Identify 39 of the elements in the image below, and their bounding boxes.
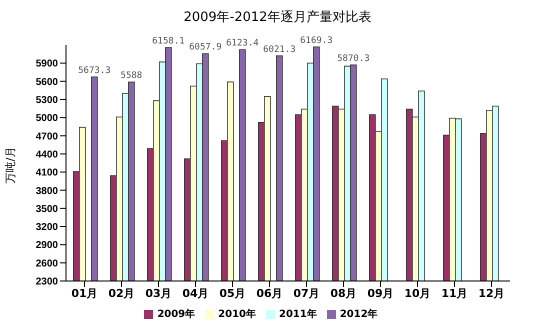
- legend-label: 2012年: [340, 309, 378, 320]
- y-tick-label: 3500: [36, 204, 58, 215]
- legend-label: 2010年: [218, 309, 256, 320]
- y-tick-label: 5900: [36, 58, 58, 70]
- x-tick-label: 01月: [71, 286, 98, 300]
- y-tick-label: 2600: [36, 258, 58, 270]
- x-tick-label: 03月: [145, 286, 172, 300]
- data-label: 5588: [120, 71, 142, 82]
- y-tick-label: 4100: [36, 168, 58, 179]
- y-tick-label: 2900: [36, 240, 58, 252]
- x-tick-label: 05月: [219, 286, 246, 300]
- y-tick-label: 5600: [36, 76, 58, 88]
- data-label: 5673.3: [78, 66, 111, 76]
- x-tick-label: 08月: [330, 286, 357, 300]
- x-tick-label: 04月: [182, 286, 209, 300]
- x-tick-label: 06月: [256, 286, 283, 300]
- data-label: 6169.3: [300, 36, 333, 46]
- legend-label: 2011年: [279, 309, 317, 320]
- chart-title: 2009年-2012年逐月产量对比表: [182, 9, 372, 26]
- x-tick-label: 07月: [293, 286, 320, 300]
- data-label: 6123.4: [226, 38, 259, 49]
- x-tick-label: 12月: [478, 286, 505, 300]
- y-tick-label: 3200: [36, 222, 58, 234]
- y-tick-label: 5300: [36, 95, 58, 106]
- x-tick-label: 09月: [367, 286, 394, 300]
- x-tick-label: 10月: [404, 286, 431, 300]
- y-tick-label: 4400: [36, 149, 58, 160]
- y-axis-title: 万吨/月: [2, 146, 18, 184]
- data-label: 6021.3: [263, 44, 296, 55]
- y-tick-label: 4700: [36, 131, 58, 142]
- legend-label: 2009年: [157, 309, 196, 320]
- data-label: 6158.1: [152, 36, 185, 47]
- data-label: 6057.9: [189, 42, 222, 53]
- y-tick-label: 5000: [36, 113, 58, 124]
- y-tick-label: 3800: [36, 186, 58, 197]
- y-tick-label: 2300: [36, 276, 58, 288]
- data-label: 5870.3: [337, 54, 370, 64]
- x-tick-label: 02月: [108, 286, 135, 300]
- x-tick-label: 11月: [441, 286, 468, 300]
